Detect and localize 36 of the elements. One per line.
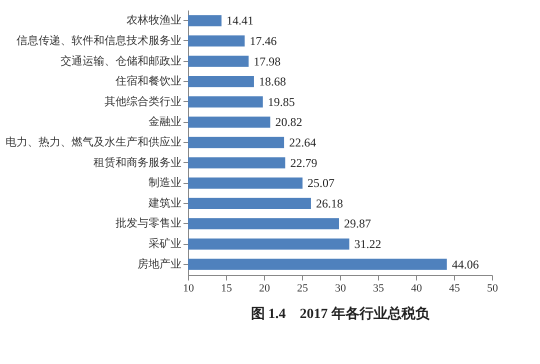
y-tick-label: 住宿和餐饮业 <box>116 74 182 88</box>
data-label: 26.18 <box>316 196 343 210</box>
y-tick-label: 其他综合类行业 <box>104 94 182 108</box>
data-label: 19.85 <box>268 94 295 109</box>
data-label: 22.79 <box>290 156 318 170</box>
y-tick-label: 农林牧渔业 <box>126 14 182 27</box>
y-tick-label: 金融业 <box>148 115 182 128</box>
y-tick-label: 批发与零售业 <box>116 216 182 230</box>
data-label: 29.87 <box>344 216 372 231</box>
y-tick-label: 房地产业 <box>138 257 182 270</box>
data-label: 20.82 <box>275 115 302 130</box>
data-label: 14.41 <box>226 14 254 28</box>
y-tick-label: 租赁和商务服务业 <box>94 156 182 169</box>
x-tick-label: 20 <box>259 282 270 294</box>
x-tick-label: 45 <box>449 282 460 294</box>
x-tick-label: 30 <box>335 282 346 294</box>
y-tick-label: 制造业 <box>148 176 182 190</box>
data-label: 22.64 <box>289 136 316 150</box>
y-tick-label: 建筑业 <box>148 196 182 210</box>
data-label: 25.07 <box>308 176 335 190</box>
x-tick-label: 15 <box>221 282 232 294</box>
data-label: 18.68 <box>258 74 286 89</box>
data-label: 44.06 <box>452 257 479 272</box>
x-tick-label: 25 <box>297 282 308 294</box>
x-tick-label: 50 <box>487 282 498 294</box>
x-tick-label: 10 <box>183 282 194 294</box>
y-tick-label: 电力、热力、燃气及水生产和供应业 <box>6 136 182 148</box>
x-tick-label: 35 <box>373 282 384 294</box>
y-tick-label: 信息传递、软件和信息技术服务业 <box>16 34 182 47</box>
x-tick-label: 40 <box>411 282 422 294</box>
data-label: 31.22 <box>354 237 382 252</box>
text: 图 1.4 2017 年各行业总税负 <box>250 305 430 322</box>
data-label: 17.98 <box>254 54 281 68</box>
data-label: 17.46 <box>250 34 277 48</box>
y-tick-label: 采矿业 <box>148 237 182 250</box>
y-tick-label: 交通运输、仓储和邮政业 <box>60 54 182 68</box>
